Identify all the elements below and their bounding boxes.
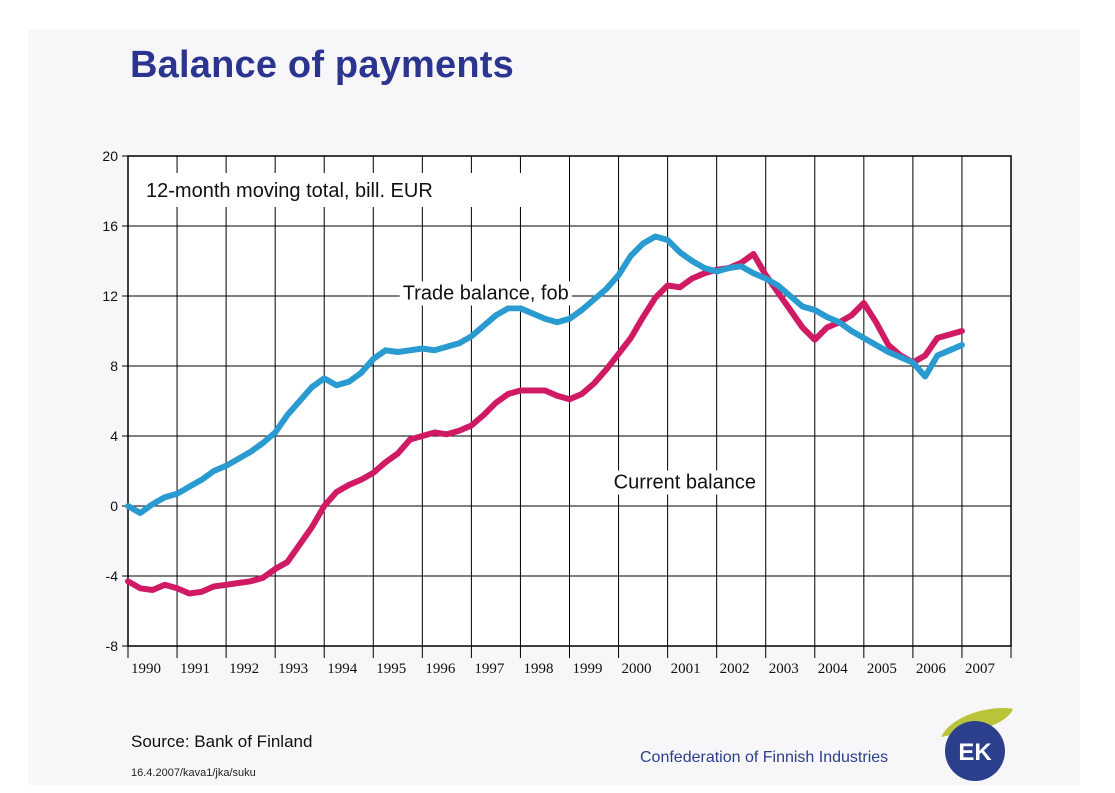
organization-name: Confederation of Finnish Industries bbox=[640, 749, 889, 766]
y-tick-label: 4 bbox=[110, 428, 118, 444]
y-axis: -8 -4 0 4 8 12 16 20 bbox=[102, 148, 128, 654]
gridlines bbox=[128, 155, 1011, 647]
y-tick-label: 0 bbox=[110, 498, 118, 514]
y-tick-label: 8 bbox=[110, 358, 118, 374]
x-tick-label: 1996 bbox=[425, 661, 456, 677]
series-annotation: Current balance bbox=[614, 472, 756, 494]
x-tick-label: 2004 bbox=[818, 661, 849, 677]
x-tick-label: 2001 bbox=[671, 661, 701, 677]
y-tick-label: 16 bbox=[102, 218, 118, 234]
x-tick-label: 2000 bbox=[622, 661, 652, 677]
ek-logo: EK bbox=[941, 708, 1013, 781]
annotation-bg bbox=[610, 470, 759, 495]
x-tick-label: 1999 bbox=[573, 661, 603, 677]
plot-frame bbox=[127, 155, 1012, 647]
series-line-current-balance bbox=[125, 251, 965, 597]
logo-blue-disc bbox=[945, 721, 1005, 781]
source-note: Source: Bank of Finland bbox=[131, 732, 313, 751]
inner-label-bg bbox=[138, 173, 522, 207]
x-axis: 1990 1991 1992 1993 1994 1995 1996 1997 1998 1999… bbox=[127, 646, 1012, 677]
series-annotation: Trade balance, fob bbox=[403, 283, 569, 305]
y-tick-label: -8 bbox=[106, 638, 119, 654]
x-tick-label: 2003 bbox=[769, 661, 799, 677]
x-tick-label: 1994 bbox=[327, 661, 358, 677]
x-tick-label: 1990 bbox=[131, 661, 161, 677]
x-tick-label: 1991 bbox=[180, 661, 210, 677]
series-group bbox=[125, 233, 965, 597]
x-tick-label: 1995 bbox=[376, 661, 406, 677]
y-tick-label: 20 bbox=[102, 148, 118, 164]
logo-text: EK bbox=[958, 739, 992, 766]
x-tick-label: 2002 bbox=[720, 661, 750, 677]
footnote: 16.4.2007/kava1/jka/suku bbox=[131, 767, 256, 779]
x-tick-label: 1992 bbox=[229, 661, 259, 677]
x-tick-label: 1997 bbox=[474, 661, 505, 677]
annotation-bg bbox=[399, 281, 572, 306]
y-tick-label: 12 bbox=[102, 288, 118, 304]
annotations: Trade balance, fob Current balance bbox=[399, 281, 759, 495]
y-tick-label: -4 bbox=[106, 568, 119, 584]
x-tick-label: 1998 bbox=[523, 661, 553, 677]
x-tick-label: 2007 bbox=[965, 661, 996, 677]
x-tick-label: 2006 bbox=[916, 661, 947, 677]
inner-label: 12-month moving total, bill. EUR bbox=[146, 180, 433, 202]
series-line-trade-balance-fob bbox=[125, 233, 965, 516]
x-tick-label: 1993 bbox=[278, 661, 308, 677]
x-tick-label: 2005 bbox=[867, 661, 897, 677]
page-title: Balance of payments bbox=[130, 44, 514, 86]
